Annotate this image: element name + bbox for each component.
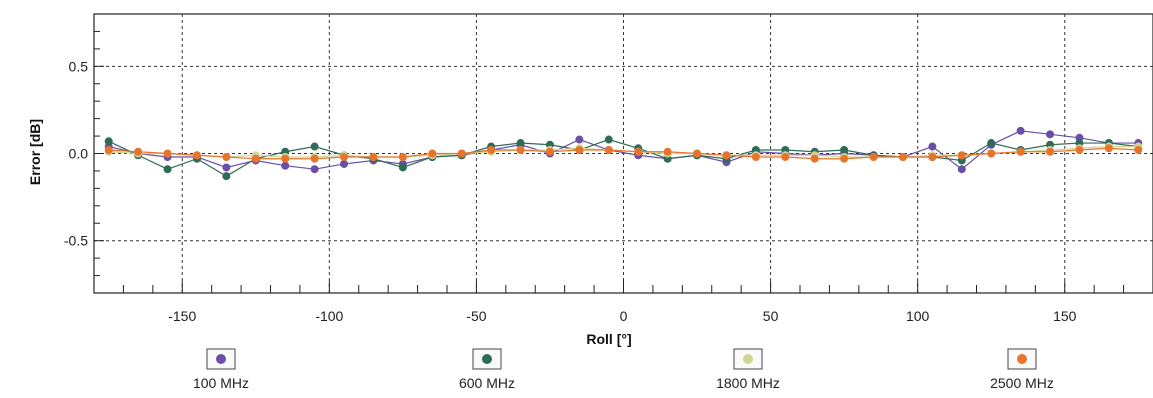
data-point <box>898 152 907 161</box>
y-tick-label: 0.5 <box>69 58 89 74</box>
data-point <box>340 152 349 161</box>
series-line <box>108 130 1139 170</box>
data-point <box>987 149 996 158</box>
data-point <box>163 149 172 158</box>
x-tick-labels: -150 -100 -50 0 50 100 150 <box>168 308 1076 324</box>
data-point <box>428 149 437 158</box>
legend-label: 600 MHz <box>459 375 515 391</box>
data-point <box>398 163 407 172</box>
data-point <box>1016 147 1025 156</box>
data-point <box>987 139 996 148</box>
legend-item: 100 MHz <box>193 348 249 391</box>
x-tick-label: 0 <box>620 308 628 324</box>
legend-item: 600 MHz <box>459 348 515 391</box>
data-point <box>1104 144 1113 153</box>
data-point <box>1075 146 1084 155</box>
data-point <box>604 135 613 144</box>
data-point <box>163 165 172 174</box>
x-tick-label: -50 <box>466 308 486 324</box>
legend-marker <box>743 354 753 364</box>
data-point <box>663 147 672 156</box>
data-point <box>369 152 378 161</box>
data-point <box>781 152 790 161</box>
grid-lines <box>94 14 1153 293</box>
data-point <box>957 165 966 174</box>
data-point <box>575 146 584 155</box>
legend-marker <box>216 354 226 364</box>
data-point <box>310 142 319 151</box>
y-tick-label: 0.0 <box>69 146 89 162</box>
data-point <box>222 172 231 181</box>
x-tick-label: -100 <box>315 308 343 324</box>
data-point <box>840 154 849 163</box>
legend-item: 1800 MHz <box>716 348 780 391</box>
series-2500-mhz <box>104 144 1143 163</box>
data-point <box>1016 126 1025 135</box>
data-point <box>487 146 496 155</box>
series-line <box>108 147 1139 160</box>
series-layer <box>104 126 1143 181</box>
data-point <box>457 149 466 158</box>
data-point <box>516 139 525 148</box>
data-point <box>928 142 937 151</box>
data-point <box>1134 146 1143 155</box>
legend-marker <box>482 354 492 364</box>
data-point <box>1046 147 1055 156</box>
legend-item: 2500 MHz <box>990 348 1054 391</box>
data-point <box>310 154 319 163</box>
legend-label: 100 MHz <box>193 375 249 391</box>
legend-marker <box>1017 354 1027 364</box>
x-tick-label: -150 <box>168 308 196 324</box>
y-axis-title: Error [dB] <box>27 119 43 185</box>
data-point <box>222 152 231 161</box>
y-tick-label: -0.5 <box>64 233 88 249</box>
data-point <box>575 135 584 144</box>
x-tick-label: 100 <box>906 308 930 324</box>
x-axis-title: Roll [°] <box>586 331 631 347</box>
x-tick-label: 150 <box>1053 308 1077 324</box>
data-point <box>693 149 702 158</box>
data-point <box>751 152 760 161</box>
data-point <box>722 151 731 160</box>
y-tick-labels: 0.5 0.0 -0.5 <box>64 58 88 248</box>
x-tick-label: 50 <box>763 308 779 324</box>
data-point <box>928 152 937 161</box>
data-point <box>251 154 260 163</box>
data-point <box>340 159 349 168</box>
data-point <box>604 146 613 155</box>
data-point <box>545 147 554 156</box>
data-point <box>281 154 290 163</box>
axis-ticks <box>94 30 1153 293</box>
legend-label: 1800 MHz <box>716 375 780 391</box>
data-point <box>104 146 113 155</box>
data-point <box>840 146 849 155</box>
data-point <box>222 163 231 172</box>
legend: 100 MHz 600 MHz 1800 MHz 2500 MHz <box>193 348 1054 391</box>
data-point <box>810 154 819 163</box>
data-point <box>134 147 143 156</box>
data-point <box>1046 130 1055 139</box>
data-point <box>869 152 878 161</box>
legend-label: 2500 MHz <box>990 375 1054 391</box>
data-point <box>281 161 290 170</box>
data-point <box>516 146 525 155</box>
data-point <box>192 151 201 160</box>
data-point <box>957 151 966 160</box>
data-point <box>634 147 643 156</box>
data-point <box>104 137 113 146</box>
data-point <box>398 152 407 161</box>
data-point <box>310 165 319 174</box>
series-line <box>108 138 1139 177</box>
